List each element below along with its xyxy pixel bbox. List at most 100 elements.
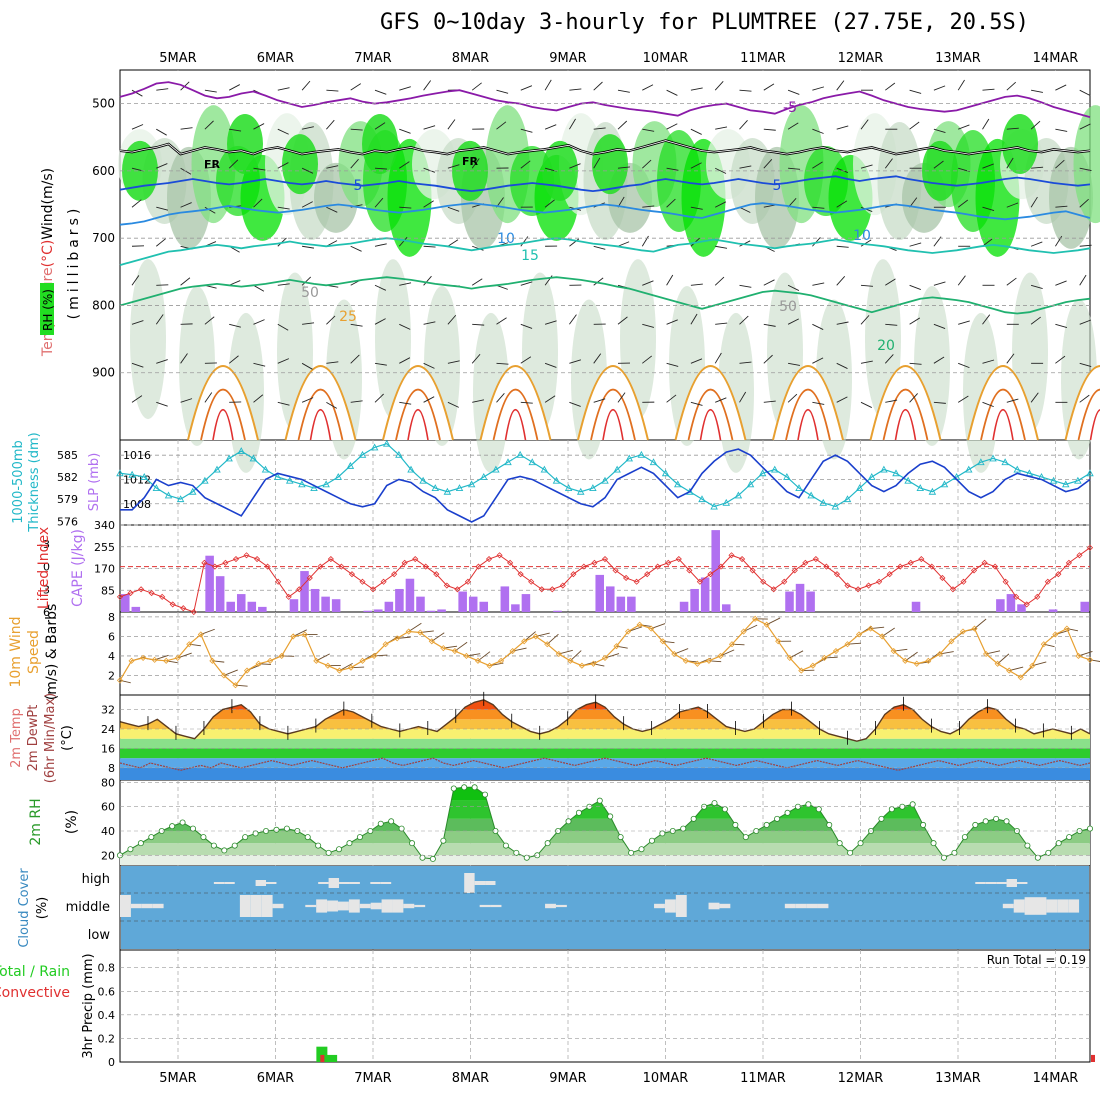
cloud-bar	[316, 899, 328, 913]
cape-tick-label: 170	[94, 563, 115, 576]
wind-barb-10m	[223, 669, 238, 676]
cloud-bar	[1035, 897, 1047, 915]
wind-barb	[860, 164, 873, 169]
isotherm-35-arch	[309, 408, 332, 441]
wind-barb	[957, 199, 969, 208]
wind-barb	[374, 393, 384, 403]
cape-bar	[511, 604, 520, 612]
wind-speed-marker	[959, 628, 967, 635]
wind-speed-marker	[971, 625, 978, 632]
li-marker	[897, 563, 904, 570]
wind-barb	[1006, 157, 1014, 169]
wind-barb	[812, 401, 825, 405]
li-marker	[612, 567, 619, 574]
rh-band	[120, 787, 1090, 801]
slp-tick-label: 1016	[123, 449, 151, 462]
isotherm-30-arch	[492, 388, 539, 441]
li-marker	[1023, 601, 1030, 608]
cloud-bar	[464, 873, 475, 893]
wind-barb	[326, 119, 335, 130]
cape-bar	[458, 591, 467, 612]
wind-barb	[933, 401, 946, 404]
wind-barb	[277, 358, 290, 364]
wind-speed-marker	[186, 641, 193, 648]
wind-barb	[933, 85, 946, 91]
wind-barb	[763, 400, 776, 403]
wind-speed-marker	[1052, 631, 1059, 638]
wind-barb	[544, 199, 555, 208]
wind-barb-10m	[339, 662, 353, 671]
wind-speed-marker	[151, 656, 158, 663]
wind-barb-10m	[570, 650, 582, 662]
thickness-marker	[1013, 465, 1022, 473]
rh-marker	[909, 801, 916, 808]
isotherm-label: FR	[204, 158, 221, 171]
y-tick-label: 500	[92, 97, 115, 111]
li-marker	[570, 571, 577, 578]
wind-speed-marker	[532, 633, 539, 640]
precip-bar	[326, 1054, 338, 1062]
li-marker	[960, 578, 967, 585]
wind-speed-marker	[983, 650, 990, 658]
wind-speed-marker	[451, 647, 458, 655]
wind-barb	[544, 79, 552, 91]
wind-barb	[326, 361, 339, 364]
wind-barb	[496, 362, 509, 365]
rh-marker	[190, 825, 197, 832]
cape-bar	[911, 601, 921, 612]
precip-tick-label: 0.6	[98, 985, 116, 998]
wind-barb	[520, 85, 533, 91]
isotherm-label: 25	[339, 309, 357, 325]
cloud-bar	[328, 878, 340, 888]
cloud-bar	[349, 882, 360, 884]
temp-tick-label: 8	[108, 762, 115, 775]
li-marker	[970, 567, 978, 574]
wind-speed-marker	[498, 657, 505, 664]
rh-marker	[774, 815, 781, 822]
li-marker	[433, 571, 440, 578]
wind-speed-marker	[347, 664, 355, 671]
cloud-ylabel-2: (%)	[35, 897, 50, 920]
isotherm-35-arch	[602, 408, 624, 441]
li-tick-label: -3	[39, 538, 50, 551]
isotherm-30-arch	[590, 388, 636, 441]
wind-barb	[544, 124, 557, 130]
cape-bar	[996, 599, 1005, 612]
wind-barb	[447, 314, 457, 325]
wind-barb	[715, 126, 728, 130]
wind-barb	[520, 323, 533, 329]
wind-barb	[520, 128, 533, 133]
thickness-marker	[564, 484, 573, 491]
wind-speed-marker	[1075, 652, 1082, 660]
wind-ylabel-2: Speed	[26, 630, 42, 674]
li-marker	[507, 559, 514, 566]
cape-bar	[331, 599, 341, 612]
wind-speed-marker	[243, 667, 251, 674]
wind-barb	[1031, 166, 1044, 169]
cloud-bar	[1024, 897, 1036, 915]
li-marker	[717, 563, 725, 570]
cloud-bar	[255, 880, 267, 886]
cape-bar	[1017, 604, 1026, 612]
wind-barb	[1055, 280, 1067, 286]
rh-marker	[857, 840, 864, 847]
date-label-top: 11MAR	[740, 51, 786, 66]
wind-barb	[229, 280, 241, 286]
cloud-bar	[414, 904, 426, 908]
wind-barb	[982, 359, 995, 364]
li-marker	[401, 559, 408, 566]
date-label-top: 13MAR	[935, 51, 981, 66]
wind-speed-marker	[775, 638, 782, 645]
cloud-bar	[141, 903, 153, 909]
wind-barb	[544, 395, 556, 403]
rh-marker	[763, 821, 770, 828]
thickness-marker	[625, 454, 634, 462]
wind-barb	[131, 124, 144, 130]
cloud-bar	[1016, 882, 1028, 884]
wind-barb	[399, 128, 411, 134]
rh-bands	[120, 787, 1090, 865]
rh-marker	[930, 840, 937, 847]
rh-marker	[617, 834, 624, 841]
wind-barb	[1079, 394, 1090, 403]
thickness-marker	[552, 476, 561, 484]
